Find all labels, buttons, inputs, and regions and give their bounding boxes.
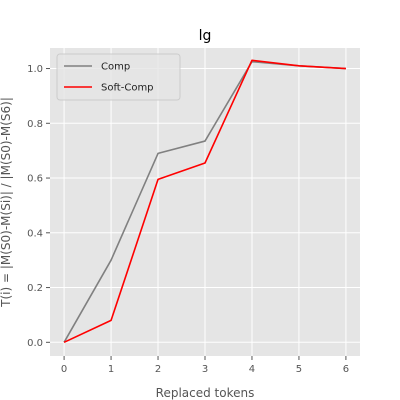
x-tick-label: 3	[202, 364, 208, 375]
x-axis-label: Replaced tokens	[156, 386, 255, 400]
y-tick-label: 1.0	[27, 64, 43, 75]
axis-ticks: 0 1 2 3 4 5 6 0.0 0.2 0.4 0.6 0.8 1.0	[27, 64, 349, 375]
x-tick-label: 1	[108, 364, 114, 375]
x-tick-label: 2	[155, 364, 161, 375]
series-line-soft-comp	[63, 59, 346, 344]
x-tick-label: 4	[249, 364, 255, 375]
y-tick-label: 0.0	[27, 338, 43, 349]
y-tick-label: 0.4	[27, 228, 43, 239]
x-tick-label: 5	[296, 364, 302, 375]
y-axis-label: T(i) = |M(S0)-M(Si)| / |M(S0)-M(S6)|	[0, 97, 13, 308]
x-tick-label: 6	[343, 364, 349, 375]
y-tick-label: 0.6	[27, 174, 43, 185]
chart-title: lg	[199, 28, 212, 44]
legend-label: Comp	[101, 62, 130, 73]
legend-label: Soft-Comp	[101, 83, 154, 94]
x-tick-label: 0	[61, 364, 67, 375]
legend: Comp Soft-Comp	[56, 53, 181, 101]
y-tick-label: 0.8	[27, 119, 43, 130]
series-lines	[63, 59, 346, 344]
y-tick-label: 0.2	[27, 283, 43, 294]
